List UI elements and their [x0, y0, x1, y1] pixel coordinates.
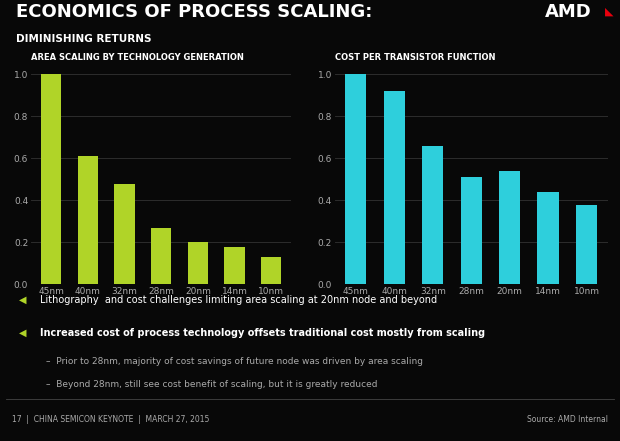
- Text: AMD: AMD: [546, 3, 592, 21]
- Text: ECONOMICS OF PROCESS SCALING:: ECONOMICS OF PROCESS SCALING:: [16, 3, 372, 21]
- Bar: [422, 146, 443, 284]
- Bar: [41, 75, 61, 284]
- Bar: [224, 247, 245, 284]
- Text: AREA SCALING BY TECHNOLOGY GENERATION: AREA SCALING BY TECHNOLOGY GENERATION: [31, 53, 244, 62]
- Text: Source: AMD Internal: Source: AMD Internal: [526, 415, 608, 424]
- Bar: [115, 183, 135, 284]
- Bar: [576, 205, 597, 284]
- Bar: [384, 91, 405, 284]
- Text: –  Prior to 28nm, majority of cost savings of future node was driven by area sca: – Prior to 28nm, majority of cost saving…: [46, 357, 423, 366]
- Text: ◀: ◀: [19, 328, 26, 338]
- Text: Lithography  and cost challenges limiting area scaling at 20nm node and beyond: Lithography and cost challenges limiting…: [40, 295, 438, 305]
- Bar: [78, 157, 98, 284]
- Text: 17  |  CHINA SEMICON KEYNOTE  |  MARCH 27, 2015: 17 | CHINA SEMICON KEYNOTE | MARCH 27, 2…: [12, 415, 210, 424]
- Text: DIMINISHING RETURNS: DIMINISHING RETURNS: [16, 34, 151, 44]
- Text: ◣: ◣: [604, 7, 613, 17]
- Bar: [261, 257, 281, 284]
- Text: COST PER TRANSISTOR FUNCTION: COST PER TRANSISTOR FUNCTION: [335, 53, 495, 62]
- Bar: [188, 243, 208, 284]
- Bar: [538, 192, 559, 284]
- Text: Increased cost of process technology offsets traditional cost mostly from scalin: Increased cost of process technology off…: [40, 328, 485, 338]
- Text: –  Beyond 28nm, still see cost benefit of scaling, but it is greatly reduced: – Beyond 28nm, still see cost benefit of…: [46, 380, 378, 389]
- Bar: [151, 228, 171, 284]
- Bar: [461, 177, 482, 284]
- Bar: [345, 75, 366, 284]
- Text: ◀: ◀: [19, 295, 26, 305]
- Bar: [499, 171, 520, 284]
